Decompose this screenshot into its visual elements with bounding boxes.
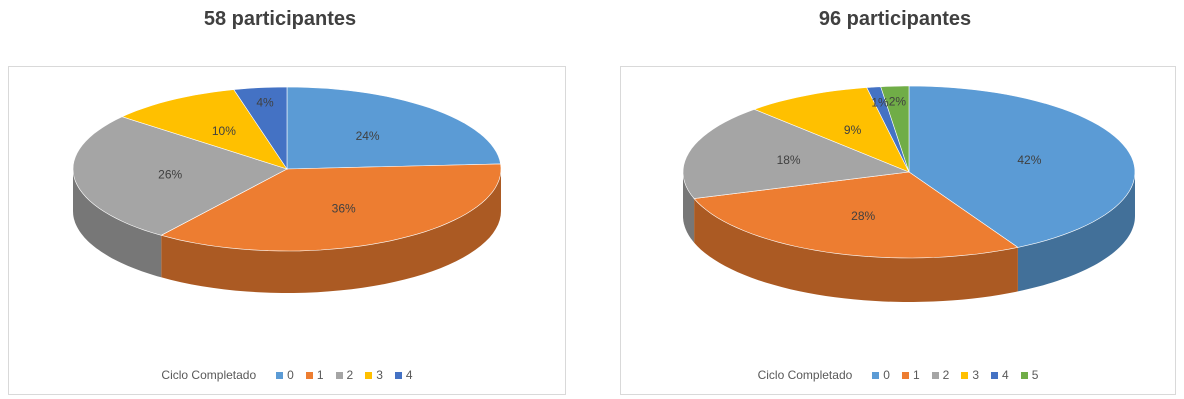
slice-label-0: 42% xyxy=(1017,153,1041,167)
legend-title-right: Ciclo Completado xyxy=(757,368,853,382)
slice-label-2: 18% xyxy=(777,153,801,167)
pie-slice-2 xyxy=(72,116,288,236)
slice-label-4: 1% xyxy=(871,95,889,109)
legend-label-3: 3 xyxy=(972,368,980,382)
legend-label-0: 0 xyxy=(287,368,294,382)
legend-label-0: 0 xyxy=(883,368,890,382)
legend-label-4: 4 xyxy=(1002,368,1009,382)
pie-slice-3 xyxy=(753,87,910,173)
legend-label-2: 2 xyxy=(942,368,950,382)
legend-item-4: 4 xyxy=(394,368,413,382)
pie-svg-right: 42% 28% 18% 9% 1% 2% xyxy=(682,85,1136,302)
legend-label-5: 5 xyxy=(1031,368,1039,382)
legend-swatch-1 xyxy=(305,371,313,379)
slice-label-4: 4% xyxy=(256,95,274,109)
legend-item-1: 1 xyxy=(901,368,920,382)
legend-swatch-2 xyxy=(335,371,343,379)
legend-label-3: 3 xyxy=(376,368,383,382)
legend-swatch-3 xyxy=(365,371,373,379)
legend-swatch-4 xyxy=(394,371,402,379)
pie-side-1 xyxy=(161,169,501,293)
pie-slice-1 xyxy=(693,171,1019,259)
pie-side-0 xyxy=(1017,172,1135,292)
slice-label-3: 10% xyxy=(212,124,236,138)
slice-label-0: 24% xyxy=(356,129,380,143)
pie-slice-4 xyxy=(866,86,910,173)
pie-side-2 xyxy=(683,172,695,243)
pie-slice-0 xyxy=(908,85,1136,248)
pie-side-1 xyxy=(694,198,1018,302)
pie-side-walls xyxy=(73,169,501,293)
legend-swatch-0 xyxy=(276,371,284,379)
slice-label-3: 9% xyxy=(844,123,862,137)
legend-item-4: 4 xyxy=(991,368,1009,382)
pie-chart-left: 24% 36% 26% 10% 4% Ciclo Completado 0 1 2 3 4 xyxy=(8,66,566,395)
legend-label-1: 1 xyxy=(912,368,920,382)
legend-item-2: 2 xyxy=(335,368,354,382)
slice-label-1: 28% xyxy=(851,209,875,223)
pie-slice-2 xyxy=(682,108,911,199)
pie-slice-5 xyxy=(880,85,910,173)
legend-item-0: 0 xyxy=(872,368,890,382)
slice-label-1: 36% xyxy=(332,202,356,216)
legend-label-1: 1 xyxy=(316,368,324,382)
legend-swatch-5 xyxy=(1020,371,1028,379)
pie-slice-4 xyxy=(233,86,288,170)
legend-title-left: Ciclo Completado xyxy=(161,368,257,382)
legend-swatch-0 xyxy=(872,371,880,379)
legend-right: Ciclo Completado 0 1 2 3 4 5 xyxy=(621,368,1175,382)
legend-swatch-2 xyxy=(931,371,939,379)
pie-svg-left: 24% 36% 26% 10% 4% xyxy=(72,86,502,293)
chart-title-right: 96 participantes xyxy=(818,8,972,30)
slice-label-5: 2% xyxy=(889,95,907,109)
legend-item-1: 1 xyxy=(305,368,324,382)
legend-item-3: 3 xyxy=(365,368,383,382)
legend-label-4: 4 xyxy=(405,368,413,382)
legend-swatch-1 xyxy=(901,371,909,379)
legend-label-2: 2 xyxy=(346,368,354,382)
pie-side-walls xyxy=(683,172,1135,302)
legend-swatch-3 xyxy=(961,371,969,379)
pie-slice-3 xyxy=(121,89,288,170)
legend-item-3: 3 xyxy=(961,368,979,382)
legend-item-2: 2 xyxy=(931,368,950,382)
pie-chart-right: 42% 28% 18% 9% 1% 2% Ciclo Completado 0 1 2 3 4 5 xyxy=(620,66,1176,395)
legend-item-5: 5 xyxy=(1020,368,1039,382)
pie-slice-1 xyxy=(160,163,502,252)
pie-side-2 xyxy=(73,169,162,278)
legend-item-0: 0 xyxy=(276,368,294,382)
legend-left: Ciclo Completado 0 1 2 3 4 xyxy=(9,368,565,382)
slice-label-2: 26% xyxy=(158,168,182,182)
chart-title-left: 58 participantes xyxy=(203,8,357,30)
legend-swatch-4 xyxy=(991,371,999,379)
pie-slice-0 xyxy=(286,86,501,170)
